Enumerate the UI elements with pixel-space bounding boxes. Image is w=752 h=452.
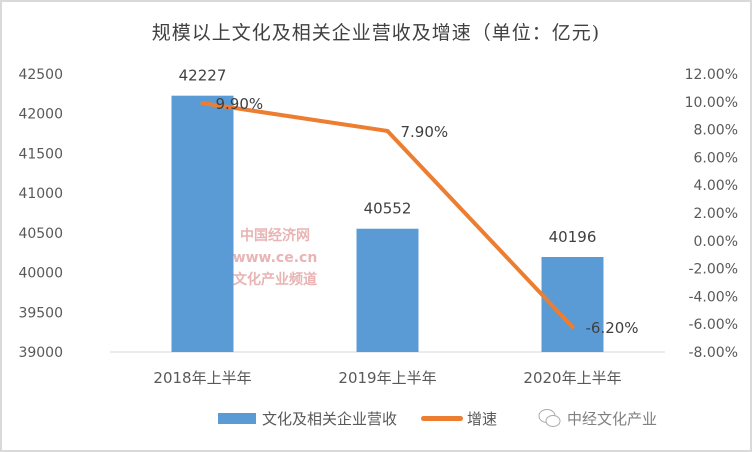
chart-watermark-line: www.ce.cn bbox=[233, 250, 318, 266]
right-tick-label: 8.00% bbox=[694, 123, 738, 139]
chart-watermark-line: 中国经济网 bbox=[240, 227, 310, 244]
left-tick-label: 39000 bbox=[18, 345, 63, 361]
left-tick-label: 40000 bbox=[18, 266, 63, 282]
right-tick-label: 4.00% bbox=[694, 178, 738, 194]
right-tick-label: -6.00% bbox=[688, 317, 738, 333]
line-data-label: 7.90% bbox=[401, 123, 449, 141]
right-tick-label: 10.00% bbox=[685, 95, 738, 111]
x-tick-label: 2020年上半年 bbox=[523, 369, 621, 387]
wechat-icon bbox=[538, 409, 561, 427]
left-tick-label: 41500 bbox=[18, 146, 63, 162]
right-tick-label: 2.00% bbox=[694, 206, 738, 222]
legend-swatch-line bbox=[421, 415, 464, 421]
x-tick-label: 2019年上半年 bbox=[338, 369, 436, 387]
line-point bbox=[385, 128, 390, 133]
chart-watermark-line: 文化产业频道 bbox=[233, 271, 317, 288]
legend: 文化及相关企业营收 增速 中经文化产业 bbox=[218, 407, 657, 429]
bar-data-label: 40196 bbox=[549, 228, 597, 246]
legend-label-growth: 增速 bbox=[467, 409, 498, 428]
left-tick-label: 42500 bbox=[18, 67, 63, 83]
right-tick-label: -2.00% bbox=[688, 262, 738, 278]
line-data-label: 9.90% bbox=[216, 95, 264, 113]
bar-data-label: 40552 bbox=[364, 200, 412, 218]
line-point bbox=[200, 101, 205, 106]
left-tick-label: 41000 bbox=[18, 186, 63, 202]
line-point bbox=[570, 324, 575, 329]
right-tick-label: 0.00% bbox=[694, 234, 738, 250]
wechat-watermark: 中经文化产业 bbox=[537, 407, 657, 429]
x-tick-label: 2018年上半年 bbox=[153, 369, 251, 387]
line-data-label: -6.20% bbox=[586, 319, 639, 337]
chart-watermark: 中国经济网 www.ce.cn 文化产业频道 bbox=[233, 227, 318, 288]
right-tick-label: -8.00% bbox=[688, 345, 738, 361]
legend-swatch-bar bbox=[218, 412, 256, 424]
right-tick-label: 6.00% bbox=[694, 150, 738, 166]
left-tick-label: 42000 bbox=[18, 107, 63, 123]
bar bbox=[171, 95, 234, 353]
left-tick-label: 39500 bbox=[18, 305, 63, 321]
chart-title: 规模以上文化及相关企业营收及增速（单位：亿元) bbox=[151, 22, 601, 44]
watermark-text: 中经文化产业 bbox=[567, 409, 658, 428]
right-tick-label: 12.00% bbox=[685, 67, 738, 83]
legend-label-revenue: 文化及相关企业营收 bbox=[262, 409, 398, 428]
right-tick-label: -4.00% bbox=[688, 289, 738, 305]
bar bbox=[356, 228, 419, 352]
left-tick-label: 40500 bbox=[18, 226, 63, 242]
bar-data-label: 42227 bbox=[179, 67, 227, 85]
